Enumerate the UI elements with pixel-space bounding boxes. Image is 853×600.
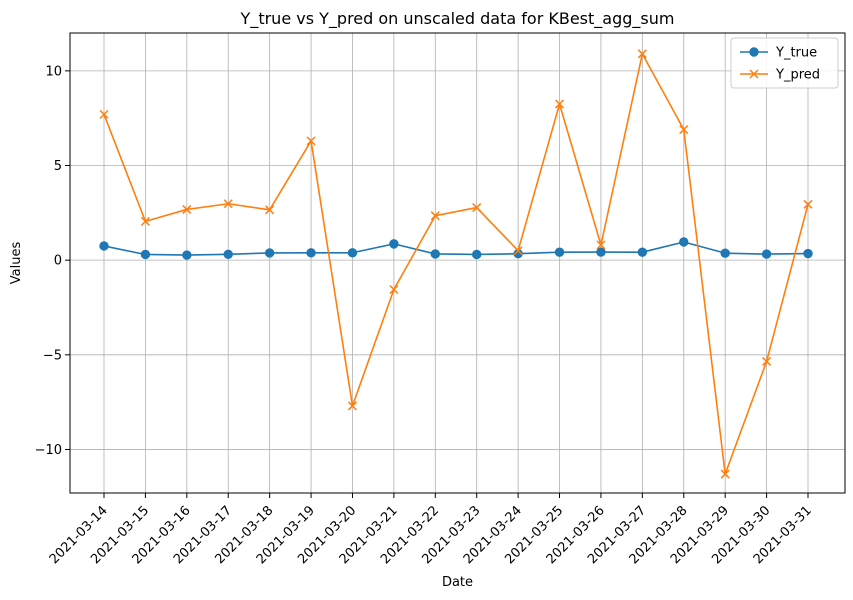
data-point [596,247,606,257]
legend-item: Y_pred [740,68,820,83]
data-point [347,401,358,411]
series-y-pred [99,49,813,479]
data-point [803,199,813,209]
data-point [803,248,813,259]
data-point [637,247,648,257]
legend-label: Y_true [775,46,817,61]
data-point [182,250,192,260]
data-point [761,249,772,259]
data-point [472,249,482,260]
data-point [347,248,358,258]
series-layer [99,49,813,479]
grid [70,33,845,493]
data-point [223,249,233,259]
x-axis-label: Date [442,575,473,590]
y-tick-label: 10 [45,64,62,79]
data-point [99,109,109,119]
y-axis-label: Values [9,242,24,285]
series-y-true [99,237,813,260]
data-point [679,237,689,247]
data-point [637,49,647,59]
legend: Y_true Y_pred [730,37,839,89]
y-tick-label: 0 [54,254,62,269]
chart-title: Y_true vs Y_pred on unscaled data for KB… [240,9,675,29]
data-point [679,125,689,135]
data-point [762,356,772,366]
y-tick-label: −10 [35,443,62,458]
data-point [389,239,399,249]
data-point [99,241,109,251]
legend-marker [749,69,759,79]
data-point [554,247,565,257]
data-point [430,211,440,221]
series-line [103,241,809,256]
data-point [554,99,565,109]
data-point [472,203,482,213]
plot-frame [69,32,846,494]
x-axis-ticks: 2021-03-142021-03-152021-03-162021-03-17… [47,493,815,567]
data-point [182,204,192,214]
data-point [306,136,316,146]
data-point [389,284,399,295]
data-point [306,248,316,258]
y-tick-label: −5 [43,348,62,363]
data-point [223,199,233,209]
legend-item: Y_true [740,46,817,61]
data-point [513,246,523,256]
data-point [720,248,730,258]
y-axis-ticks: −10 −5 0 5 10 [35,64,70,458]
data-point [264,248,275,258]
data-point [140,249,151,260]
series-line [103,53,809,475]
data-point [265,205,275,215]
data-point [140,216,150,226]
data-point [430,249,440,259]
y-tick-label: 5 [54,159,62,174]
legend-marker [749,47,759,57]
data-point [720,469,730,479]
data-point [596,240,606,250]
legend-label: Y_pred [775,68,820,83]
